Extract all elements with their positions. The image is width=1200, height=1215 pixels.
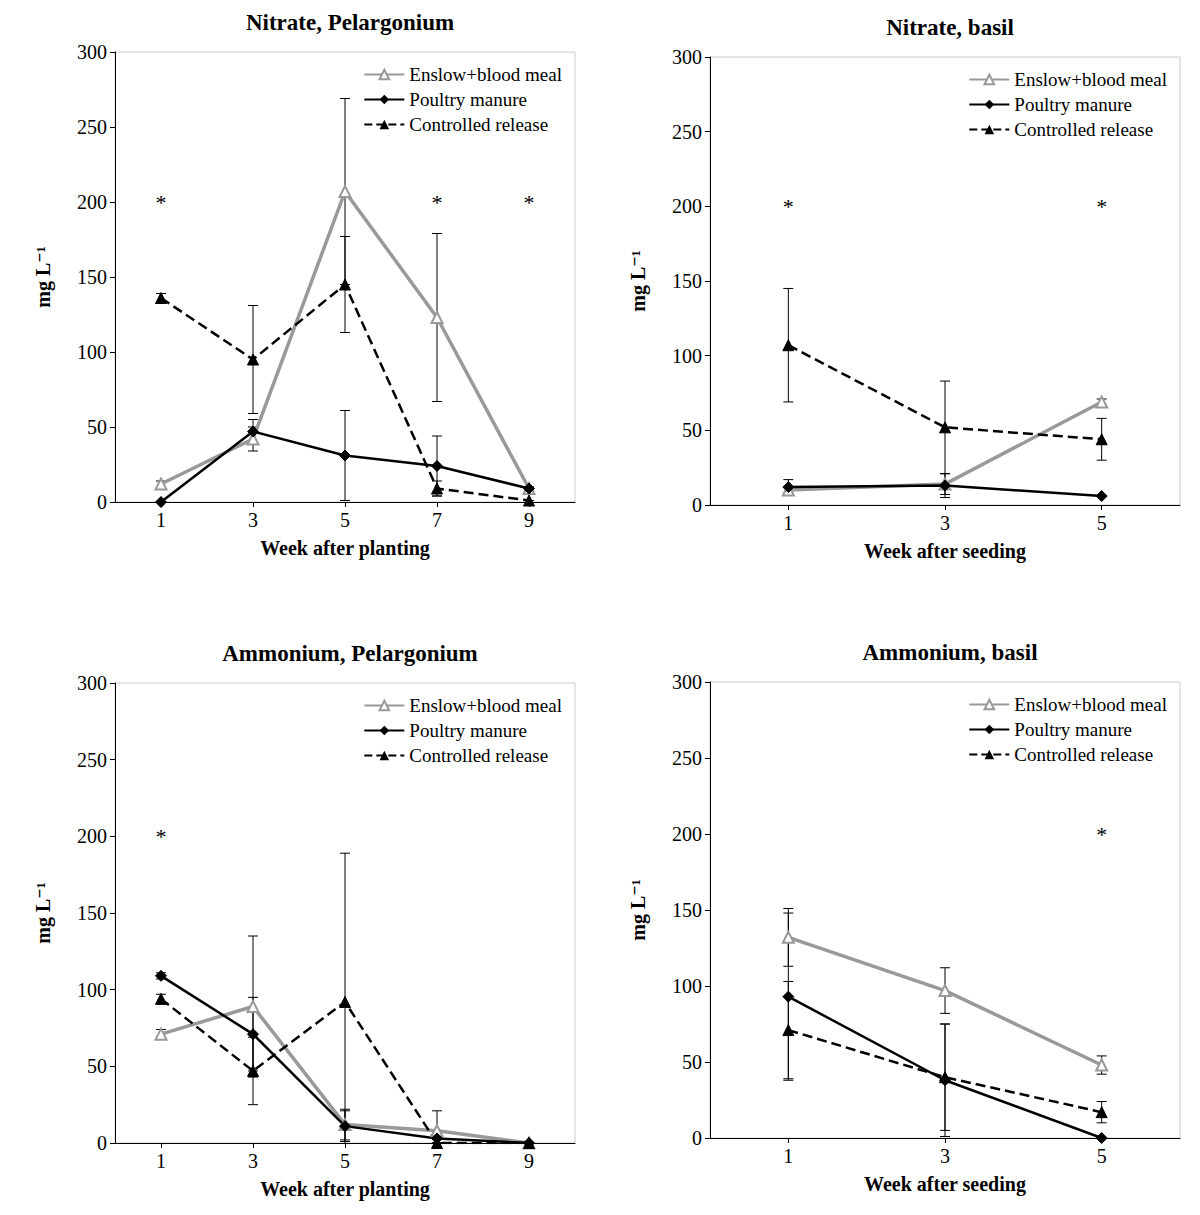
svg-text:0: 0 bbox=[97, 1132, 107, 1154]
svg-text:*: * bbox=[783, 194, 794, 219]
svg-text:3: 3 bbox=[248, 1150, 258, 1172]
svg-text:150: 150 bbox=[672, 899, 702, 921]
svg-text:250: 250 bbox=[672, 747, 702, 769]
svg-text:mg L⁻¹: mg L⁻¹ bbox=[627, 250, 650, 312]
svg-text:5: 5 bbox=[340, 509, 350, 531]
svg-text:300: 300 bbox=[77, 672, 107, 694]
svg-text:300: 300 bbox=[672, 46, 702, 68]
svg-text:100: 100 bbox=[672, 345, 702, 367]
svg-text:250: 250 bbox=[77, 116, 107, 138]
svg-text:50: 50 bbox=[682, 1051, 702, 1073]
svg-text:Week after planting: Week after planting bbox=[260, 537, 430, 560]
svg-text:*: * bbox=[156, 824, 167, 849]
svg-text:3: 3 bbox=[940, 1145, 950, 1167]
svg-text:200: 200 bbox=[672, 195, 702, 217]
svg-text:*: * bbox=[1096, 194, 1107, 219]
svg-text:Enslow+blood meal: Enslow+blood meal bbox=[1014, 694, 1167, 715]
svg-text:Controlled release: Controlled release bbox=[1014, 744, 1153, 765]
svg-text:200: 200 bbox=[77, 191, 107, 213]
svg-text:*: * bbox=[432, 190, 443, 215]
svg-text:Poultry manure: Poultry manure bbox=[1014, 719, 1132, 740]
svg-text:Ammonium, Pelargonium: Ammonium, Pelargonium bbox=[222, 641, 478, 666]
svg-text:0: 0 bbox=[692, 494, 702, 516]
svg-text:Enslow+blood meal: Enslow+blood meal bbox=[409, 695, 562, 716]
svg-text:mg L⁻¹: mg L⁻¹ bbox=[627, 879, 650, 941]
svg-text:3: 3 bbox=[940, 512, 950, 534]
svg-text:Controlled release: Controlled release bbox=[409, 114, 548, 135]
svg-text:7: 7 bbox=[432, 1150, 442, 1172]
svg-text:150: 150 bbox=[77, 902, 107, 924]
svg-text:100: 100 bbox=[77, 979, 107, 1001]
svg-text:3: 3 bbox=[248, 509, 258, 531]
svg-text:50: 50 bbox=[682, 419, 702, 441]
svg-text:200: 200 bbox=[672, 823, 702, 845]
svg-text:5: 5 bbox=[1097, 1145, 1107, 1167]
svg-text:Week after seeding: Week after seeding bbox=[864, 1173, 1026, 1196]
svg-text:Enslow+blood meal: Enslow+blood meal bbox=[409, 64, 562, 85]
svg-text:150: 150 bbox=[77, 266, 107, 288]
svg-text:300: 300 bbox=[672, 671, 702, 693]
svg-text:9: 9 bbox=[524, 1150, 534, 1172]
svg-text:Ammonium, basil: Ammonium, basil bbox=[862, 640, 1037, 665]
svg-text:Poultry manure: Poultry manure bbox=[409, 89, 527, 110]
svg-text:0: 0 bbox=[97, 491, 107, 513]
svg-text:Controlled release: Controlled release bbox=[1014, 119, 1153, 140]
svg-text:*: * bbox=[1096, 822, 1107, 847]
svg-text:150: 150 bbox=[672, 270, 702, 292]
svg-text:Week after planting: Week after planting bbox=[260, 1178, 430, 1201]
svg-text:5: 5 bbox=[340, 1150, 350, 1172]
svg-text:0: 0 bbox=[692, 1127, 702, 1149]
svg-text:Nitrate, Pelargonium: Nitrate, Pelargonium bbox=[246, 10, 454, 35]
svg-text:*: * bbox=[156, 190, 167, 215]
svg-text:50: 50 bbox=[87, 416, 107, 438]
svg-text:Nitrate, basil: Nitrate, basil bbox=[886, 15, 1014, 40]
svg-text:Controlled release: Controlled release bbox=[409, 745, 548, 766]
svg-text:250: 250 bbox=[672, 121, 702, 143]
svg-text:1: 1 bbox=[156, 1150, 166, 1172]
svg-text:1: 1 bbox=[156, 509, 166, 531]
svg-text:Poultry manure: Poultry manure bbox=[409, 720, 527, 741]
svg-text:50: 50 bbox=[87, 1055, 107, 1077]
svg-text:1: 1 bbox=[783, 512, 793, 534]
svg-text:300: 300 bbox=[77, 41, 107, 63]
svg-text:100: 100 bbox=[672, 975, 702, 997]
svg-text:Week after seeding: Week after seeding bbox=[864, 540, 1026, 563]
svg-text:Enslow+blood meal: Enslow+blood meal bbox=[1014, 69, 1167, 90]
svg-text:mg L⁻¹: mg L⁻¹ bbox=[32, 246, 55, 308]
svg-text:*: * bbox=[524, 190, 535, 215]
svg-text:1: 1 bbox=[783, 1145, 793, 1167]
svg-text:200: 200 bbox=[77, 825, 107, 847]
svg-text:mg L⁻¹: mg L⁻¹ bbox=[32, 882, 55, 944]
svg-text:7: 7 bbox=[432, 509, 442, 531]
svg-text:9: 9 bbox=[524, 509, 534, 531]
svg-text:Poultry manure: Poultry manure bbox=[1014, 94, 1132, 115]
svg-text:250: 250 bbox=[77, 749, 107, 771]
svg-text:5: 5 bbox=[1097, 512, 1107, 534]
svg-text:100: 100 bbox=[77, 341, 107, 363]
